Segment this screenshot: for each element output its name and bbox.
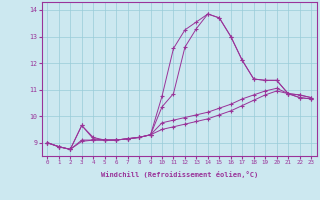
X-axis label: Windchill (Refroidissement éolien,°C): Windchill (Refroidissement éolien,°C) xyxy=(100,171,258,178)
